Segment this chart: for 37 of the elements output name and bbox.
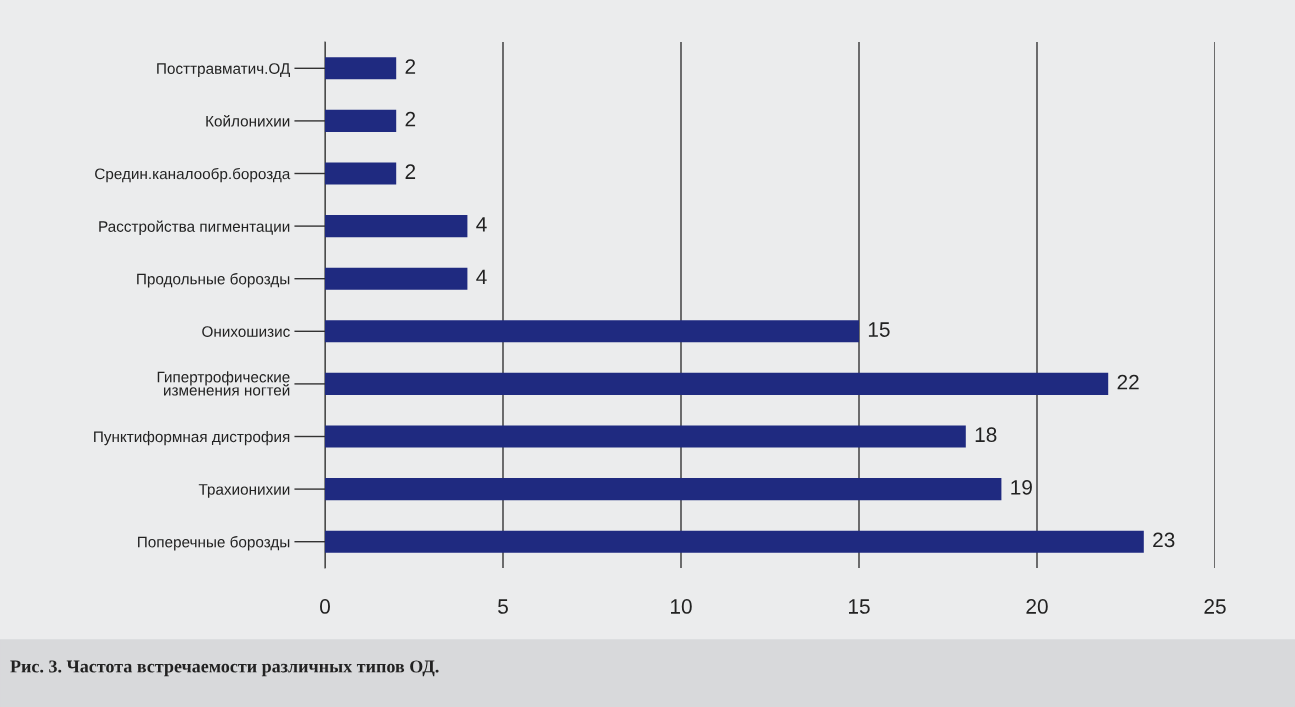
data-label: 18 [975, 427, 997, 443]
bar [325, 425, 966, 448]
bar [325, 530, 1144, 553]
y-tick-label: Трахионихии [198, 484, 290, 498]
y-tick-label: Средин.каналообр.борозда [95, 167, 291, 183]
data-label: 19 [1011, 479, 1032, 495]
bar [325, 57, 397, 80]
bar [325, 478, 1002, 501]
data-label: 22 [1117, 374, 1139, 390]
bar [325, 267, 468, 290]
y-tick-label: Онихошизис [202, 326, 290, 337]
text: Рис. 3. Частота встречаемости различных типов ОД. [10, 660, 439, 677]
bar [325, 162, 397, 185]
x-tick-label: 5 [498, 599, 508, 614]
x-tick-label: 25 [1204, 599, 1226, 614]
data-label: 2 [405, 59, 416, 74]
x-tick-label: 15 [849, 599, 870, 614]
data-label: 4 [476, 217, 487, 232]
data-label: 2 [405, 164, 416, 179]
data-label: 23 [1153, 532, 1175, 548]
x-tick-label: 10 [671, 599, 692, 614]
y-tick-label: Пунктиформная дистрофия [94, 430, 290, 446]
y-tick-label: Расстройства пигментации [99, 220, 290, 235]
bar [325, 215, 468, 238]
data-label: 2 [405, 111, 416, 127]
data-label: 15 [868, 322, 890, 337]
y-tick-label: Койлонихии [206, 115, 290, 127]
y-tick-label: Продольные борозды [137, 273, 290, 288]
bar [325, 372, 1109, 395]
y-tick-label: Поперечные борозды [138, 536, 290, 551]
bar [325, 109, 397, 132]
x-tick-label: 20 [1026, 599, 1048, 614]
bar [325, 320, 859, 343]
y-tick-label: Посттравматич.ОД [157, 63, 290, 78]
data-label: 4 [476, 269, 487, 285]
x-tick-label: 0 [320, 599, 330, 614]
y-tick-label: Гипертрофические изменения ногтей [157, 371, 290, 396]
